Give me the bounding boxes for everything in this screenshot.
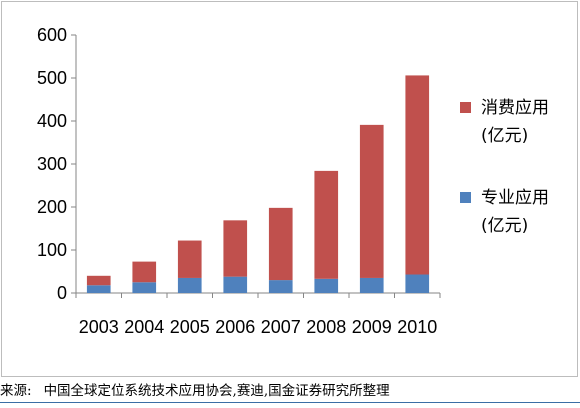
- source-label: 来源:: [0, 383, 32, 399]
- y-axis: 0 100 200 300 400 500 600: [37, 25, 77, 303]
- source-note: 来源: 中国全球定位系统技术应用协会,赛迪,国金证券研究所整理: [0, 380, 580, 403]
- x-tick-label: 2009: [352, 317, 392, 337]
- bar-segment-professional: [405, 274, 430, 293]
- bar-segment-consumer: [132, 261, 157, 283]
- x-tick-label: 2010: [397, 317, 437, 337]
- bar-segment-professional: [86, 285, 111, 293]
- x-tick-label: 2007: [261, 317, 301, 337]
- legend-unit: (亿元): [481, 216, 528, 236]
- bar-segment-professional: [132, 282, 157, 293]
- bar-segment-consumer: [86, 275, 111, 286]
- bars: [86, 75, 430, 293]
- x-tick-label: 2003: [79, 317, 119, 337]
- legend-label: 消费应用: [481, 98, 549, 118]
- y-tick-label: 200: [37, 197, 67, 217]
- x-axis: 2003 2004 2005 2006 2007 2008 2009 2010: [75, 292, 441, 337]
- bar-segment-consumer: [359, 124, 384, 278]
- legend-label: 专业应用: [481, 188, 549, 208]
- y-tick-label: 0: [57, 283, 67, 303]
- x-tick-label: 2005: [170, 317, 210, 337]
- chart-frame: 0 100 200 300 400 500 600 2003 2004 2005 2006 2007…: [1, 1, 578, 377]
- legend-swatch: [460, 102, 471, 113]
- legend-unit: (亿元): [481, 126, 528, 146]
- bar-segment-consumer: [314, 170, 339, 279]
- stacked-bar-chart: 0 100 200 300 400 500 600 2003 2004 2005 2006 2007…: [37, 25, 549, 337]
- x-tick-label: 2004: [124, 317, 164, 337]
- bar-segment-consumer: [223, 220, 248, 277]
- x-tick-label: 2008: [306, 317, 346, 337]
- bar-segment-consumer: [177, 240, 202, 278]
- y-tick-label: 400: [37, 111, 67, 131]
- y-tick-label: 600: [37, 25, 67, 45]
- bar-segment-professional: [223, 276, 248, 293]
- x-tick-label: 2006: [215, 317, 255, 337]
- legend: 消费应用 (亿元) 专业应用 (亿元): [460, 98, 549, 236]
- bar-segment-professional: [177, 277, 202, 293]
- bar-segment-professional: [314, 278, 339, 293]
- y-tick-label: 300: [37, 154, 67, 174]
- legend-swatch: [460, 192, 471, 203]
- bar-segment-consumer: [268, 207, 293, 281]
- bar-segment-consumer: [405, 75, 430, 275]
- y-tick-label: 500: [37, 68, 67, 88]
- bar-segment-professional: [359, 277, 384, 293]
- y-tick-label: 100: [37, 240, 67, 260]
- bar-segment-professional: [268, 280, 293, 293]
- source-text: 中国全球定位系统技术应用协会,赛迪,国金证券研究所整理: [43, 383, 390, 399]
